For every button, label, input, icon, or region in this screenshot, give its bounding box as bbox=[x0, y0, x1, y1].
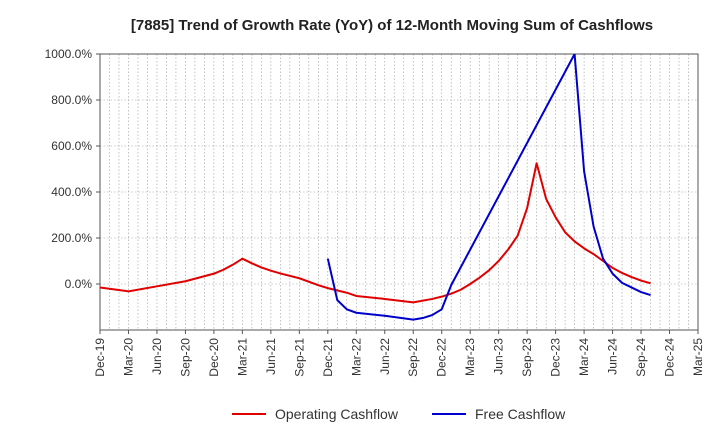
x-tick-label: Sep-24 bbox=[634, 338, 648, 377]
x-tick-label: Sep-21 bbox=[292, 338, 306, 377]
x-tick-label: Mar-24 bbox=[577, 338, 591, 376]
legend-label-free-cashflow: Free Cashflow bbox=[475, 406, 566, 422]
x-tick-label: Jun-20 bbox=[150, 338, 164, 375]
x-axis: Dec-19 Mar-20 Jun-20 Sep-20 Dec-20 Mar-21 Jun-… bbox=[93, 330, 705, 377]
x-tick-label: Jun-22 bbox=[378, 338, 392, 375]
x-tick-label: Dec-22 bbox=[435, 338, 449, 377]
y-tick-label: 0.0% bbox=[65, 277, 93, 291]
grid-layer bbox=[99, 53, 699, 330]
y-tick-label: 600.0% bbox=[51, 139, 92, 153]
x-tick-label: Sep-20 bbox=[178, 338, 192, 377]
chart-title: [7885] Trend of Growth Rate (YoY) of 12-… bbox=[131, 17, 653, 34]
x-tick-label: Mar-20 bbox=[121, 338, 135, 376]
x-tick-label: Jun-23 bbox=[492, 338, 506, 375]
legend: Operating Cashflow Free Cashflow bbox=[232, 406, 566, 422]
y-tick-label: 400.0% bbox=[51, 185, 92, 199]
y-tick-label: 800.0% bbox=[51, 93, 92, 107]
x-tick-label: Dec-20 bbox=[207, 338, 221, 377]
x-tick-label: Mar-25 bbox=[691, 338, 705, 376]
x-tick-label: Sep-22 bbox=[406, 338, 420, 377]
x-tick-label: Dec-24 bbox=[663, 338, 677, 377]
x-tick-label: Mar-21 bbox=[235, 338, 249, 376]
x-tick-label: Dec-19 bbox=[93, 338, 107, 377]
legend-label-operating-cashflow: Operating Cashflow bbox=[275, 406, 399, 422]
x-tick-label: Sep-23 bbox=[520, 338, 534, 377]
x-tick-label: Mar-22 bbox=[349, 338, 363, 376]
series-layer bbox=[100, 54, 651, 321]
x-tick-label: Dec-21 bbox=[321, 338, 335, 377]
series-line-operating-cashflow bbox=[100, 162, 651, 304]
x-tick-label: Dec-23 bbox=[549, 338, 563, 377]
y-tick-label: 200.0% bbox=[51, 231, 92, 245]
series-line-free-cashflow bbox=[326, 54, 651, 321]
x-tick-label: Jun-24 bbox=[606, 338, 620, 375]
y-tick-label: 1000.0% bbox=[45, 47, 93, 61]
y-axis: 0.0% 200.0% 400.0% 600.0% 800.0% 1000.0% bbox=[45, 47, 100, 291]
x-tick-label: Jun-21 bbox=[264, 338, 278, 375]
x-tick-label: Mar-23 bbox=[463, 338, 477, 376]
